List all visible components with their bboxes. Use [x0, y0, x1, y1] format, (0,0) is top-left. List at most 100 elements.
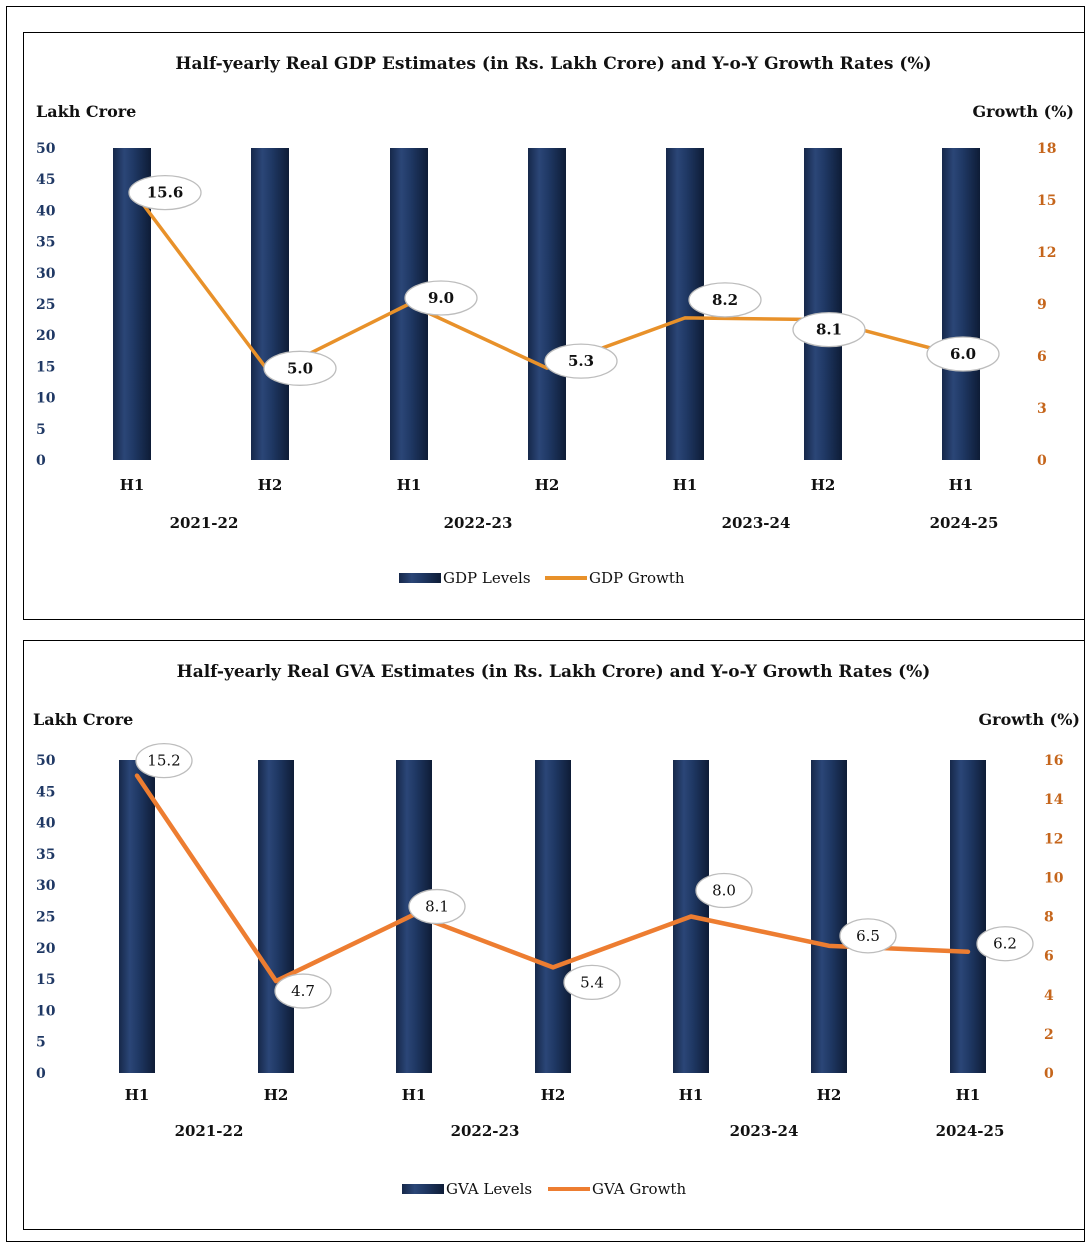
data-label-callout: 9.0: [404, 280, 478, 316]
bar-gva-levels: [535, 760, 571, 1073]
x-group-label: 2022-23: [451, 1122, 520, 1140]
x-group-label: 2021-22: [175, 1122, 244, 1140]
data-label-bubble: [128, 174, 202, 211]
y-left-tick-label: 10: [36, 1003, 56, 1019]
data-label-callout: 6.0: [926, 336, 1000, 372]
x-tick-label: H2: [817, 1086, 842, 1104]
y-left-tick-label: 30: [36, 266, 56, 282]
y-left-tick-label: 45: [36, 172, 55, 188]
bar-gva-levels: [119, 760, 155, 1073]
x-tick-label: H1: [402, 1086, 427, 1104]
legend-bar-swatch: [402, 1184, 444, 1194]
x-tick-label: H2: [541, 1086, 566, 1104]
data-label-bubble: [563, 964, 621, 1001]
y-right-tick-label: 12: [1037, 245, 1056, 261]
y-left-tick-label: 15: [36, 972, 55, 988]
data-label-callout: 5.0: [263, 350, 337, 386]
y-left-tick-label: 5: [36, 422, 46, 438]
x-tick-label: H2: [535, 476, 560, 494]
y-left-tick-label: 40: [36, 816, 56, 832]
y-left-tick-label: 20: [36, 328, 56, 344]
x-group-label: 2022-23: [444, 514, 513, 532]
bar-gva-levels: [950, 760, 986, 1073]
data-label-callout: 6.2: [976, 926, 1034, 962]
data-label-bubble: [274, 973, 332, 1009]
x-tick-label: H1: [673, 476, 698, 494]
data-label: 15.2: [147, 752, 180, 770]
data-label-callout: 5.4: [563, 964, 621, 1001]
y-right-tick-label: 6: [1037, 349, 1047, 365]
y-left-tick-label: 20: [36, 941, 56, 957]
y-right-axis-label: Growth (%): [979, 710, 1080, 729]
data-label-callout: 8.0: [695, 872, 753, 909]
legend: GVA Levels GVA Growth: [402, 1180, 686, 1198]
y-right-tick-label: 16: [1044, 753, 1063, 769]
data-label: 5.3: [568, 352, 594, 370]
gdp-chart-panel: Half-yearly Real GDP Estimates (in Rs. L…: [23, 32, 1085, 620]
x-tick-label: H1: [397, 476, 422, 494]
gva-chart-panel: Half-yearly Real GVA Estimates (in Rs. L…: [23, 640, 1085, 1230]
y-left-tick-label: 0: [36, 1066, 46, 1082]
y-right-tick-label: 0: [1044, 1066, 1054, 1082]
x-group-label: 2021-22: [170, 514, 239, 532]
y-left-tick-label: 10: [36, 391, 56, 407]
y-left-tick-label: 45: [36, 784, 55, 800]
bar-gdp-levels: [251, 148, 289, 460]
y-left-tick-label: 50: [36, 141, 56, 157]
x-tick-label: H1: [949, 476, 974, 494]
y-right-tick-label: 14: [1044, 792, 1064, 808]
y-left-tick-label: 35: [36, 847, 55, 863]
data-label-callout: 8.1: [408, 888, 466, 925]
y-left-axis-label: Lakh Crore: [33, 710, 133, 729]
legend-label-growth: GDP Growth: [589, 569, 685, 587]
y-left-tick-label: 15: [36, 359, 55, 375]
x-tick-label: H1: [125, 1086, 150, 1104]
data-label-bubble: [926, 336, 1000, 372]
x-tick-label: H1: [120, 476, 145, 494]
y-right-tick-label: 3: [1037, 401, 1047, 417]
data-label: 5.4: [580, 973, 604, 991]
gva-chart-svg: Half-yearly Real GVA Estimates (in Rs. L…: [33, 662, 1080, 1198]
y-right-tick-label: 18: [1037, 141, 1056, 157]
chart-title: Half-yearly Real GVA Estimates (in Rs. L…: [177, 662, 931, 682]
y-right-tick-label: 6: [1044, 949, 1054, 965]
y-right-tick-label: 15: [1037, 193, 1056, 209]
data-label-callout: 8.1: [792, 311, 866, 348]
bar-gdp-levels: [804, 148, 842, 460]
x-group-label: 2024-25: [936, 1122, 1005, 1140]
x-group-label: 2023-24: [730, 1122, 799, 1140]
data-label: 8.2: [712, 291, 738, 309]
line-gva-growth: [134, 773, 971, 984]
data-label-callout: 15.6: [128, 174, 202, 211]
x-group-label: 2023-24: [722, 514, 791, 532]
data-label-bubble: [695, 872, 753, 909]
y-right-axis-label: Growth (%): [973, 102, 1074, 121]
data-label: 5.0: [287, 359, 313, 377]
bar-gdp-levels: [942, 148, 980, 460]
y-right-tick-label: 12: [1044, 831, 1063, 847]
y-left-tick-label: 25: [36, 297, 55, 313]
data-label-callout: 5.3: [544, 343, 618, 379]
legend-label-growth: GVA Growth: [592, 1180, 686, 1198]
y-right-tick-label: 9: [1037, 297, 1047, 313]
y-left-tick-label: 25: [36, 910, 55, 926]
data-label-bubble: [792, 311, 866, 348]
legend-bar-swatch: [399, 573, 441, 583]
data-label: 9.0: [428, 289, 454, 307]
data-label-bubble: [408, 888, 466, 925]
bar-gva-levels: [258, 760, 294, 1073]
y-right-tick-label: 0: [1037, 453, 1047, 469]
y-left-tick-label: 35: [36, 235, 55, 251]
bar-gva-levels: [811, 760, 847, 1073]
legend-label-levels: GDP Levels: [443, 569, 531, 587]
data-label: 6.0: [950, 345, 976, 363]
y-left-axis-label: Lakh Crore: [36, 102, 136, 121]
data-label: 8.0: [712, 882, 736, 900]
data-label-bubble: [263, 350, 337, 386]
y-left-tick-label: 0: [36, 453, 46, 469]
y-right-tick-label: 2: [1044, 1027, 1054, 1043]
data-label: 6.2: [993, 935, 1017, 953]
data-label-bubble: [544, 343, 618, 379]
x-tick-label: H2: [811, 476, 836, 494]
y-right-tick-label: 8: [1044, 910, 1054, 926]
